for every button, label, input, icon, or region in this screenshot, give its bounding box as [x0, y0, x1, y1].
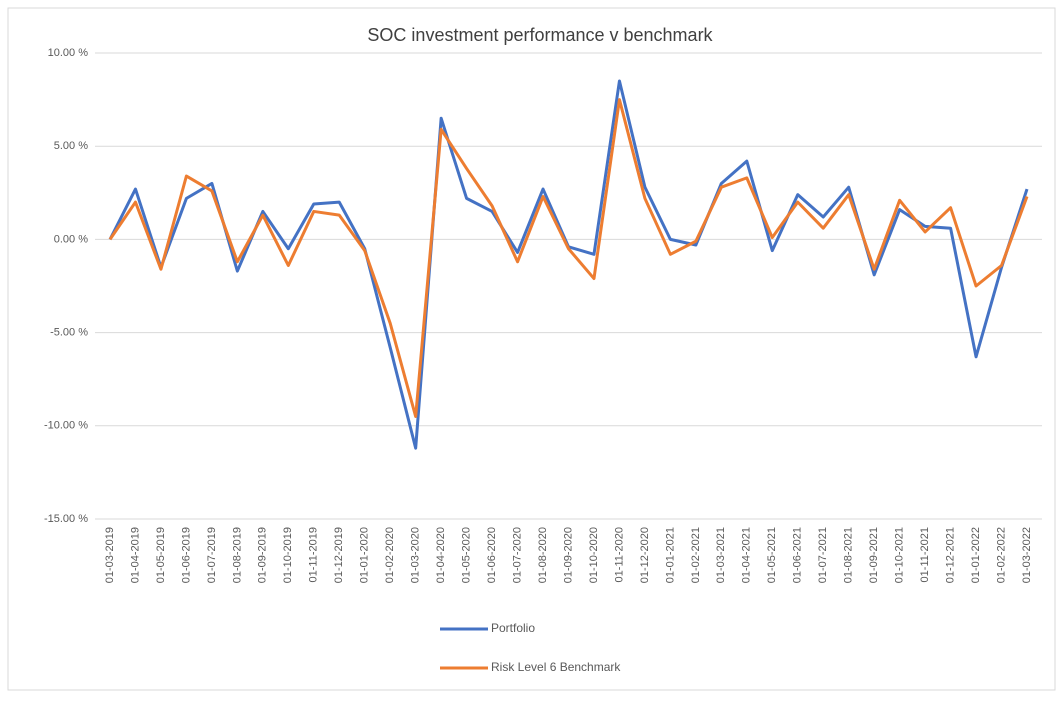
chart-frame [7, 7, 1056, 691]
x-tick-label: 01-08-2021 [843, 527, 855, 583]
legend-label: Risk Level 6 Benchmark [491, 660, 621, 674]
y-tick-label: -10.00 % [44, 420, 88, 432]
x-tick-label: 01-10-2020 [588, 527, 600, 583]
x-tick-label: 01-07-2019 [206, 527, 218, 583]
x-tick-label: 01-10-2021 [894, 527, 906, 583]
chart-title: SOC investment performance v benchmark [367, 25, 713, 45]
x-tick-label: 01-11-2020 [613, 527, 625, 582]
x-tick-label: 01-06-2020 [486, 527, 498, 583]
x-tick-label: 01-03-2020 [410, 527, 422, 583]
legend-label: Portfolio [491, 621, 535, 635]
x-tick-label: 01-11-2019 [308, 527, 320, 582]
x-tick-label: 01-07-2021 [817, 527, 829, 583]
x-tick-label: 01-11-2021 [919, 527, 931, 582]
y-tick-label: 0.00 % [54, 233, 88, 245]
series-line [108, 98, 1029, 418]
x-tick-label: 01-04-2020 [435, 527, 447, 583]
x-tick-label: 01-03-2022 [1021, 527, 1033, 583]
x-tick-label: 01-12-2020 [639, 527, 651, 583]
x-tick-label: 01-03-2019 [104, 527, 116, 583]
x-tick-label: 01-04-2021 [741, 527, 753, 583]
x-tick-label: 01-01-2020 [359, 527, 371, 583]
x-tick-label: 01-07-2020 [511, 527, 523, 583]
x-tick-label: 01-05-2021 [766, 527, 778, 583]
x-tick-label: 01-04-2019 [129, 527, 141, 583]
x-tick-label: 01-01-2022 [970, 527, 982, 583]
x-tick-label: 01-06-2019 [180, 527, 192, 583]
x-tick-label: 01-02-2022 [995, 527, 1007, 583]
x-tick-label: 01-06-2021 [792, 527, 804, 583]
x-tick-label: 01-02-2021 [690, 527, 702, 583]
y-tick-label: -15.00 % [44, 513, 88, 525]
x-tick-label: 01-05-2019 [155, 527, 167, 583]
x-tick-label: 01-12-2021 [944, 527, 956, 583]
x-tick-label: 01-08-2020 [537, 527, 549, 583]
x-tick-label: 01-10-2019 [282, 527, 294, 583]
x-tick-label: 01-05-2020 [461, 527, 473, 583]
x-tick-label: 01-08-2019 [231, 527, 243, 583]
y-tick-label: 5.00 % [54, 140, 88, 152]
x-tick-label: 01-12-2019 [333, 527, 345, 583]
x-tick-label: 01-03-2021 [715, 527, 727, 583]
x-tick-label: 01-09-2020 [562, 527, 574, 583]
x-tick-label: 01-09-2021 [868, 527, 880, 583]
y-tick-label: 10.00 % [48, 47, 89, 59]
x-tick-label: 01-09-2019 [257, 527, 269, 583]
y-tick-label: -5.00 % [50, 327, 88, 339]
x-tick-label: 01-02-2020 [384, 527, 396, 583]
x-tick-label: 01-01-2021 [664, 527, 676, 583]
